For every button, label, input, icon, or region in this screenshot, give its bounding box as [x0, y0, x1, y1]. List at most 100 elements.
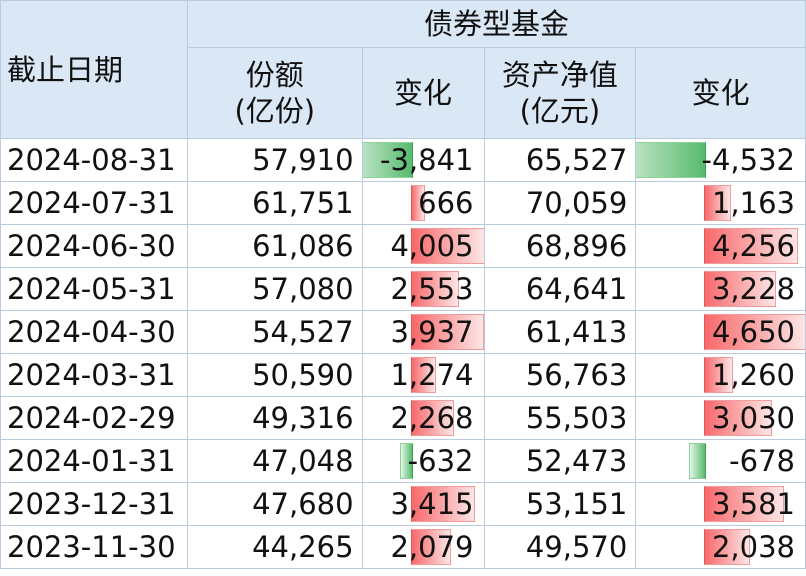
nav-cell: 64,641 [483, 267, 637, 311]
nav-change-cell: 3,228 [635, 267, 806, 311]
nav-cell: 61,413 [483, 310, 637, 354]
shares-change-cell: 666 [361, 181, 485, 225]
nav-cell: 52,473 [483, 439, 637, 483]
header-shares: 份额 (亿份) [186, 47, 363, 139]
shares-change-cell-value: 3,415 [390, 487, 474, 521]
shares-change-cell-value: 666 [418, 186, 474, 220]
date-cell: 2024-04-30 [0, 310, 188, 354]
shares-change-cell: 2,553 [361, 267, 485, 311]
nav-change-cell: 1,260 [635, 353, 806, 397]
nav-change-cell-databar [689, 443, 706, 479]
date-cell: 2024-06-30 [0, 224, 188, 268]
nav-change-cell: 1,163 [635, 181, 806, 225]
nav-change-cell-databar [703, 486, 784, 522]
shares-change-cell-databar [410, 486, 475, 522]
shares-change-cell-databar [410, 357, 437, 393]
nav-change-cell-databar [703, 314, 805, 350]
shares-cell: 54,527 [186, 310, 363, 354]
header-group-title: 债券型基金 [186, 0, 806, 48]
table-row: 2024-01-31 47,048 -632 52,473 -678 [0, 439, 806, 483]
shares-change-cell: 2,079 [361, 525, 485, 569]
shares-change-cell-databar [410, 228, 484, 264]
nav-cell: 65,527 [483, 138, 637, 182]
shares-cell: 61,086 [186, 224, 363, 268]
shares-change-cell: 4,005 [361, 224, 485, 268]
shares-cell: 57,080 [186, 267, 363, 311]
header-date: 截止日期 [0, 0, 188, 139]
shares-change-cell-databar [410, 271, 460, 307]
nav-change-cell-value: 3,228 [711, 272, 795, 306]
nav-cell: 56,763 [483, 353, 637, 397]
shares-change-cell: 3,415 [361, 482, 485, 526]
nav-change-cell-databar [703, 400, 772, 436]
date-cell: 2024-01-31 [0, 439, 188, 483]
shares-change-cell-value: 2,079 [390, 530, 474, 564]
table-row: 2024-06-30 61,086 4,005 68,896 4,256 [0, 224, 806, 268]
header-nav: 资产净值 (亿元) [483, 47, 637, 139]
nav-change-cell: 3,581 [635, 482, 806, 526]
table-row: 2024-07-31 61,751 666 70,059 1,163 [0, 181, 806, 225]
shares-change-cell-databar [410, 400, 455, 436]
shares-cell: 50,590 [186, 353, 363, 397]
nav-change-cell: 4,650 [635, 310, 806, 354]
shares-change-cell-databar [399, 443, 413, 479]
nav-change-cell: 4,256 [635, 224, 806, 268]
date-cell: 2024-08-31 [0, 138, 188, 182]
header-shares-line2: (亿份) [234, 94, 316, 128]
header-nav-change: 变化 [635, 47, 806, 139]
shares-change-cell-databar [363, 142, 413, 178]
table-row: 2024-04-30 54,527 3,937 61,413 4,650 [0, 310, 806, 354]
shares-change-cell-value: 2,268 [390, 401, 474, 435]
table-row: 2024-08-31 57,910 -3,841 65,527 -4,532 [0, 138, 806, 182]
shares-cell: 44,265 [186, 525, 363, 569]
shares-change-cell-value: 1,274 [390, 358, 474, 392]
nav-change-cell-value: 3,030 [711, 401, 795, 435]
nav-change-cell: 3,030 [635, 396, 806, 440]
nav-change-cell: -4,532 [635, 138, 806, 182]
shares-change-cell: 2,268 [361, 396, 485, 440]
nav-change-cell-databar [636, 142, 706, 178]
date-cell: 2023-11-30 [0, 525, 188, 569]
shares-cell: 57,910 [186, 138, 363, 182]
nav-cell: 68,896 [483, 224, 637, 268]
nav-change-cell-value: 4,256 [711, 229, 795, 263]
nav-change-cell-databar [703, 185, 732, 221]
shares-change-cell: 1,274 [361, 353, 485, 397]
header-nav-line1: 资产净值 [501, 58, 618, 92]
nav-change-cell-value: 2,038 [711, 530, 795, 564]
date-cell: 2024-02-29 [0, 396, 188, 440]
nav-change-cell-databar [703, 271, 777, 307]
nav-cell: 55,503 [483, 396, 637, 440]
nav-change-cell-value: -678 [729, 444, 795, 478]
nav-cell: 49,570 [483, 525, 637, 569]
shares-change-cell-value: 2,553 [390, 272, 474, 306]
shares-cell: 47,048 [186, 439, 363, 483]
shares-change-cell-databar [410, 314, 484, 350]
header-shares-line1: 份额 [245, 58, 304, 92]
shares-change-cell: -632 [361, 439, 485, 483]
shares-cell: 47,680 [186, 482, 363, 526]
shares-change-cell: 3,937 [361, 310, 485, 354]
nav-cell: 53,151 [483, 482, 637, 526]
nav-change-cell-value: 1,260 [711, 358, 795, 392]
shares-change-cell-value: -632 [407, 444, 474, 478]
date-cell: 2024-07-31 [0, 181, 188, 225]
table-row: 2024-02-29 49,316 2,268 55,503 3,030 [0, 396, 806, 440]
nav-change-cell: 2,038 [635, 525, 806, 569]
nav-change-cell-value: 4,650 [711, 315, 795, 349]
nav-change-cell-databar [703, 529, 751, 565]
shares-cell: 49,316 [186, 396, 363, 440]
date-cell: 2023-12-31 [0, 482, 188, 526]
nav-change-cell-databar [703, 357, 734, 393]
table-body: 2024-08-31 57,910 -3,841 65,527 -4,532 2024-0… [0, 138, 806, 569]
shares-cell: 61,751 [186, 181, 363, 225]
shares-change-cell-databar [410, 185, 426, 221]
table-row: 2024-05-31 57,080 2,553 64,641 3,228 [0, 267, 806, 311]
shares-change-cell: -3,841 [361, 138, 485, 182]
shares-change-cell-value: -3,841 [380, 143, 474, 177]
nav-change-cell-value: 1,163 [711, 186, 795, 220]
table-row: 2023-11-30 44,265 2,079 49,570 2,038 [0, 525, 806, 569]
nav-change-cell-databar [703, 228, 799, 264]
